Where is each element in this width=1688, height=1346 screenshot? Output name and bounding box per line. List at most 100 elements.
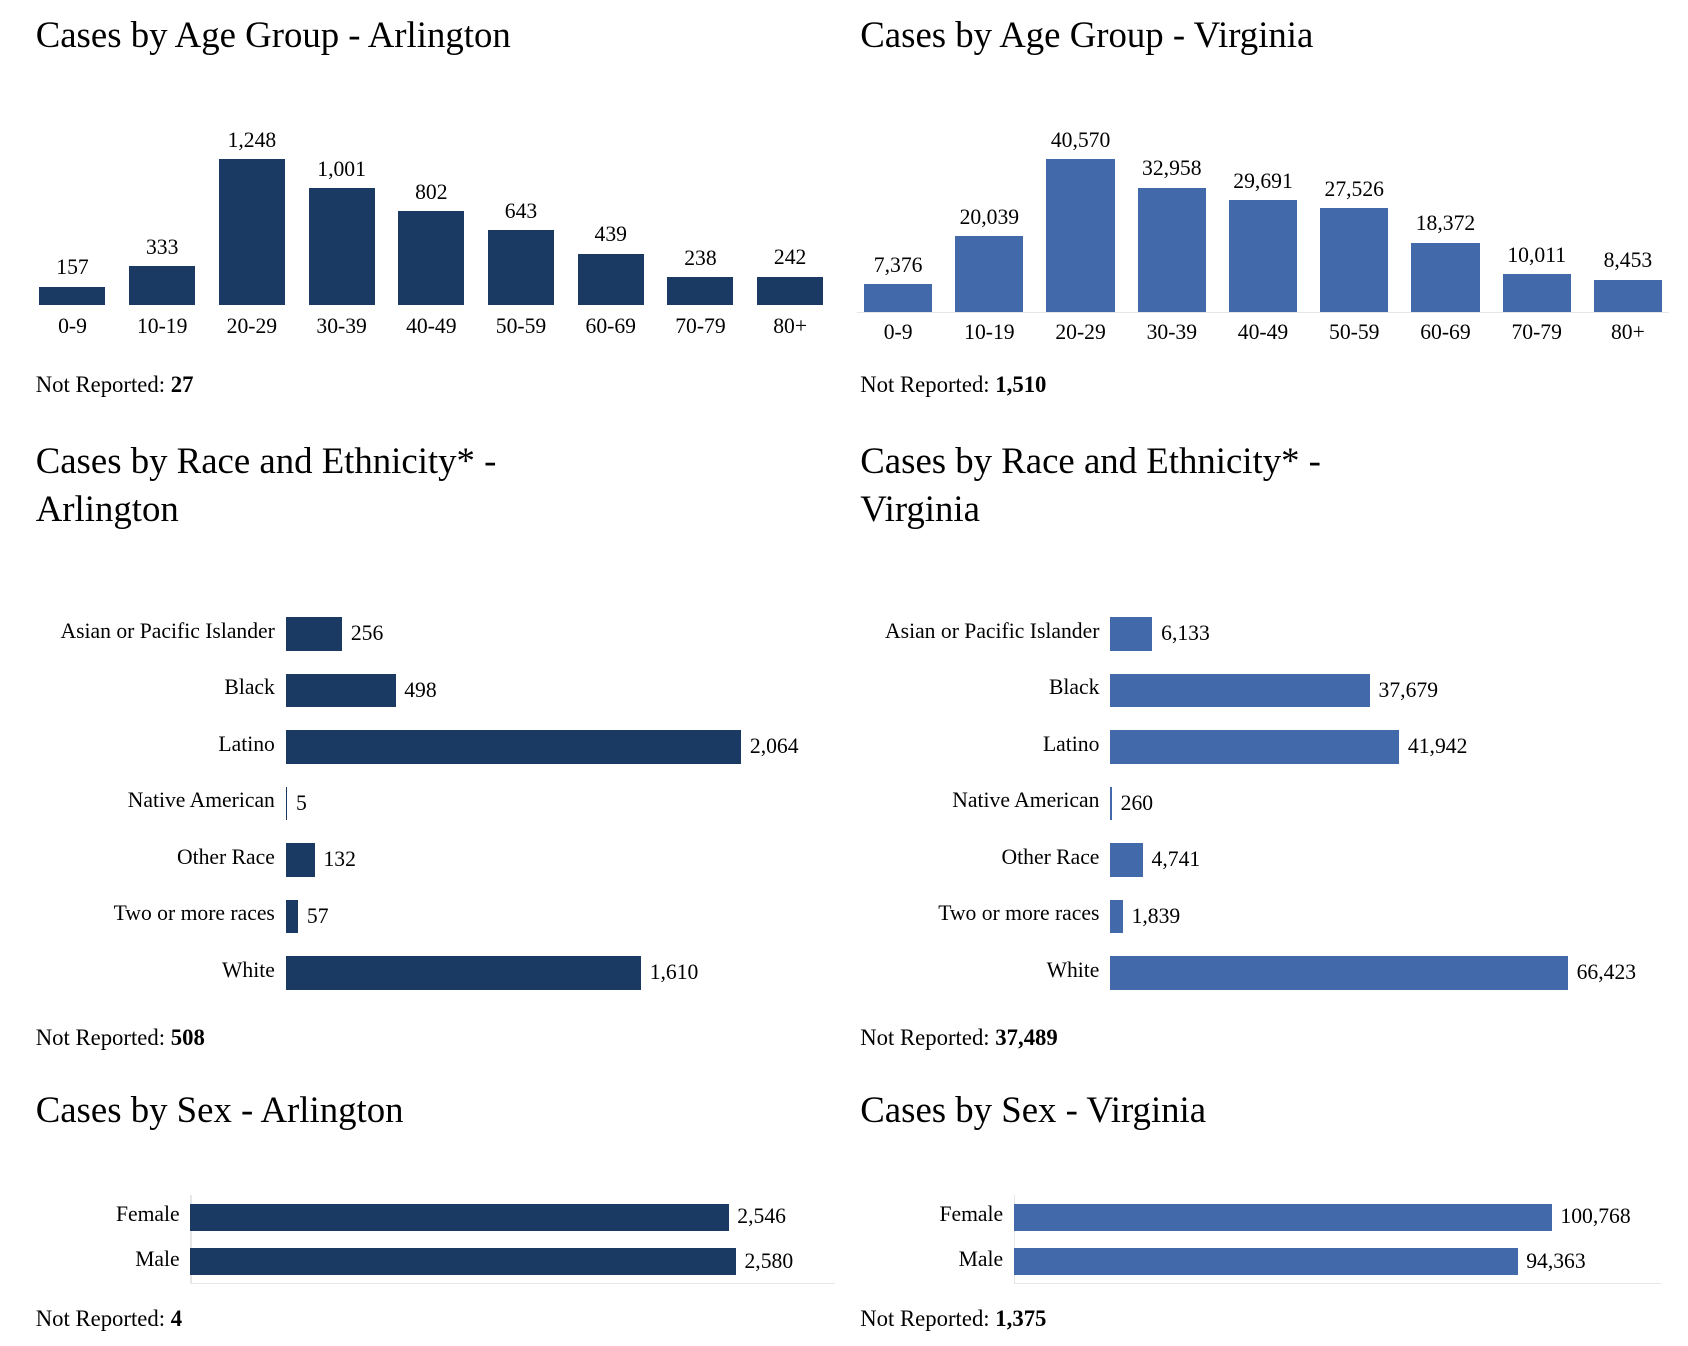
age-arlington-data-label: 238: [684, 245, 717, 270]
age-arlington-title: Cases by Age Group - Arlington: [35, 13, 511, 55]
age-virginia-data-label: 20,039: [959, 204, 1020, 229]
age-arlington-data-label: 1,248: [227, 127, 277, 152]
age-virginia-data-label: 29,691: [1233, 168, 1293, 193]
age-arlington-not-reported: Not Reported: 27: [36, 372, 194, 398]
age-virginia-bar-50-59: [1320, 208, 1389, 312]
race-virginia-data-label: 41,942: [1407, 734, 1468, 759]
race-virginia-bar-Black: [1110, 673, 1370, 708]
race-arlington-bar-White: [285, 956, 642, 990]
age-arlington-tick-label: 10-19: [136, 313, 188, 338]
age-arlington-tick-label: 50-59: [495, 313, 547, 338]
age-arlington-tick-label: 80+: [773, 313, 808, 338]
race-virginia-data-label: 260: [1120, 790, 1154, 815]
sex-arlington-bar-Female: [190, 1203, 729, 1231]
sex-virginia-x-axis: [1013, 1283, 1662, 1285]
race-arlington-title: Cases by Race and Ethnicity* - Arlington: [35, 440, 497, 529]
race-virginia-bar-Two-or-more-races: [1110, 899, 1123, 934]
age-virginia-bar-60-69: [1411, 242, 1480, 312]
age-arlington-bar-30-39: [308, 187, 375, 306]
race-virginia-bar-Native-American: [1110, 786, 1113, 821]
sex-virginia-not-reported: Not Reported: 1,375: [860, 1306, 1046, 1332]
age-virginia-tick-label: 50-59: [1329, 320, 1380, 345]
age-virginia-bar-30-39: [1137, 187, 1206, 312]
race-virginia-data-label: 1,839: [1131, 903, 1181, 928]
not-reported-value: 27: [170, 372, 194, 398]
race-arlington-bar-Other-Race: [285, 843, 315, 877]
age-arlington-tick-label: 30-39: [316, 313, 367, 338]
sex-virginia-y-axis: [1013, 1194, 1015, 1284]
age-arlington-data-label: 333: [145, 234, 179, 259]
race-arlington-category-label: White: [222, 957, 275, 982]
age-virginia-data-label: 7,376: [873, 252, 923, 277]
not-reported-label: Not Reported:: [35, 1306, 171, 1332]
age-virginia-bar-20-29: [1046, 159, 1115, 312]
age-virginia-data-label: 32,958: [1142, 156, 1202, 181]
race-arlington-bar-Black: [285, 673, 396, 708]
race-virginia-data-label: 6,133: [1161, 621, 1210, 646]
age-virginia-tick-label: 40-49: [1237, 320, 1289, 345]
age-virginia-data-label: 8,453: [1603, 248, 1653, 273]
sex-arlington-bar-Male: [190, 1248, 736, 1276]
sex-virginia-bar-Female: [1013, 1203, 1552, 1231]
not-reported-value: 37,489: [995, 1024, 1058, 1050]
age-arlington-bar-20-29: [218, 159, 285, 306]
race-virginia-bar-Other-Race: [1110, 843, 1143, 877]
age-virginia-title: Cases by Age Group - Virginia: [860, 13, 1314, 55]
age-virginia-tick-label: 20-29: [1055, 320, 1106, 345]
sex-virginia-category-label: Female: [939, 1202, 1004, 1227]
sex-arlington-data-label: 2,580: [744, 1248, 794, 1273]
age-virginia-data-label: 18,372: [1415, 211, 1476, 236]
age-virginia-not-reported: Not Reported: 1,510: [860, 372, 1046, 398]
race-virginia-title: Cases by Race and Ethnicity* - Virginia: [860, 440, 1321, 529]
race-arlington-category-label: Other Race: [176, 844, 275, 869]
age-arlington-data-label: 1,001: [317, 156, 366, 181]
age-virginia-bar-0-9: [864, 283, 933, 312]
race-virginia-category-label: Two or more races: [938, 901, 1100, 926]
sex-arlington-category-label: Female: [115, 1202, 180, 1227]
race-virginia-data-label: 66,423: [1576, 960, 1637, 985]
race-virginia-category-label: Other Race: [1001, 844, 1100, 869]
race-arlington-category-label: Black: [224, 675, 275, 700]
age-arlington-data-label: 802: [415, 179, 448, 204]
race-arlington-category-label: Latino: [218, 731, 275, 756]
race-arlington-data-label: 498: [404, 677, 437, 702]
age-arlington-bar-40-49: [398, 211, 465, 306]
race-virginia-category-label: White: [1046, 957, 1100, 982]
age-virginia-tick-label: 10-19: [964, 320, 1015, 345]
sex-virginia-title: Cases by Sex - Virginia: [860, 1089, 1207, 1131]
age-arlington-bar-80+: [757, 276, 824, 306]
age-arlington-tick-label: 60-69: [585, 313, 636, 338]
race-virginia-not-reported: Not Reported: 37,489: [860, 1025, 1058, 1051]
race-arlington-bar-Asian-or-Pacific-Islander: [285, 617, 343, 651]
sex-arlington-x-axis: [190, 1283, 836, 1285]
not-reported-label: Not Reported:: [860, 372, 996, 398]
sex-arlington-not-reported: Not Reported: 4: [36, 1306, 182, 1332]
race-arlington-category-label: Two or more races: [113, 901, 275, 926]
age-virginia-data-label: 40,570: [1050, 127, 1111, 152]
age-virginia-tick-label: 0-9: [883, 320, 913, 345]
race-virginia-bar-White: [1110, 956, 1568, 990]
race-virginia-category-label: Black: [1048, 675, 1100, 700]
sex-virginia-data-label: 94,363: [1526, 1248, 1586, 1273]
age-virginia-data-label: 27,526: [1324, 176, 1384, 201]
race-arlington-data-label: 2,064: [749, 734, 799, 759]
race-arlington-data-label: 1,610: [649, 960, 699, 985]
race-virginia-bar-Latino: [1110, 730, 1400, 764]
race-virginia-category-label: Latino: [1042, 731, 1100, 756]
age-arlington-tick-label: 20-29: [226, 313, 278, 338]
age-virginia-bar-40-49: [1228, 199, 1298, 312]
sex-virginia-bar-Male: [1013, 1248, 1518, 1276]
race-arlington-data-label: 256: [350, 621, 384, 646]
race-virginia-bar-Asian-or-Pacific-Islander: [1110, 617, 1153, 651]
not-reported-value: 1,510: [995, 372, 1047, 398]
race-arlington-data-label: 5: [295, 790, 307, 815]
age-arlington-bar-70-79: [667, 277, 734, 306]
race-virginia-category-label: Asian or Pacific Islander: [885, 618, 1100, 643]
sex-virginia-data-label: 100,768: [1560, 1204, 1631, 1229]
sex-arlington-data-label: 2,546: [737, 1204, 786, 1229]
age-arlington-bar-10-19: [129, 266, 196, 306]
race-arlington-data-label: 57: [306, 903, 329, 928]
not-reported-value: 4: [170, 1306, 183, 1332]
age-virginia-tick-label: 80+: [1610, 320, 1645, 345]
